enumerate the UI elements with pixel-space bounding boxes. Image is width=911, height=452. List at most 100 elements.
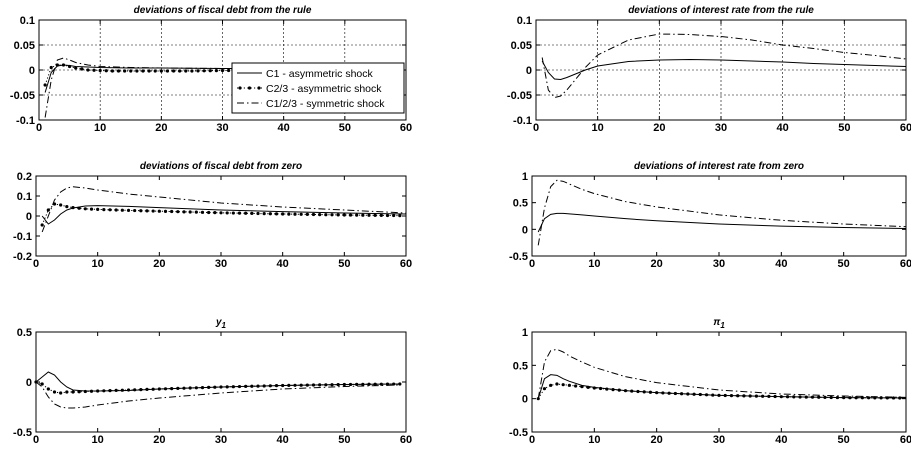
series-marker <box>65 205 69 209</box>
legend-label: C2/3 - asymmetric shock <box>266 83 382 95</box>
series-marker <box>96 389 100 393</box>
series-marker <box>823 395 827 399</box>
series-marker <box>71 390 75 394</box>
series-marker <box>686 392 690 396</box>
y-tick-label: 0 <box>522 394 528 406</box>
series-marker <box>250 211 254 215</box>
legend-box <box>231 62 405 114</box>
series-line-2 <box>537 179 906 246</box>
series-marker <box>74 66 78 70</box>
series-marker <box>342 382 346 387</box>
series-marker <box>717 393 721 397</box>
series-marker <box>123 69 127 73</box>
series-marker <box>281 212 285 216</box>
series-marker <box>854 396 858 400</box>
y-tick-label: 0 <box>522 224 528 236</box>
series-marker <box>157 387 161 391</box>
series-marker <box>324 213 328 217</box>
x-tick-label: 30 <box>713 434 725 446</box>
series-marker <box>126 388 131 392</box>
series-marker <box>225 211 229 215</box>
series-marker <box>268 212 272 216</box>
series-marker <box>190 69 194 73</box>
series-marker <box>723 393 727 398</box>
series-marker <box>153 69 157 73</box>
y-tick-label: -0.1 <box>13 231 32 243</box>
y-tick-label: -0.05 <box>507 90 532 102</box>
series-marker <box>208 69 212 73</box>
series-marker <box>748 394 752 398</box>
series-marker <box>274 212 279 216</box>
series-marker <box>611 388 615 392</box>
series-marker <box>336 383 340 387</box>
x-tick-label: 0 <box>529 434 535 446</box>
series-marker <box>102 208 106 212</box>
series-marker <box>188 386 192 390</box>
series-marker <box>729 394 734 398</box>
x-tick-label: 10 <box>588 258 600 270</box>
series-marker <box>139 388 143 392</box>
series-marker <box>623 389 628 393</box>
series-marker <box>636 389 640 394</box>
x-tick-label: 10 <box>92 258 104 270</box>
series-marker <box>145 209 149 213</box>
x-tick-label: 0 <box>529 258 535 270</box>
series-marker <box>835 395 840 400</box>
series-marker <box>680 392 684 396</box>
series-marker <box>59 391 63 395</box>
x-tick-label: 10 <box>94 122 106 134</box>
series-marker <box>231 211 235 215</box>
series-marker <box>77 206 81 210</box>
chart-title-main: π <box>713 317 721 328</box>
series-line-1 <box>41 205 406 225</box>
series-marker <box>256 211 260 216</box>
series-marker <box>367 382 371 386</box>
series-marker <box>398 214 402 218</box>
series-marker <box>549 383 553 387</box>
x-tick-label: 40 <box>277 434 289 446</box>
chart-3: 0 10 20 30 40 50 60 -0.2 -0.1 0 0.1 0.2 deviations o… <box>13 161 412 270</box>
series-marker <box>176 210 180 214</box>
x-tick-label: 0 <box>36 122 42 134</box>
series-marker <box>605 387 609 391</box>
series-marker <box>159 69 163 73</box>
x-tick-label: 20 <box>153 258 165 270</box>
series-line-1 <box>36 371 400 392</box>
series-marker <box>842 396 846 400</box>
series-marker <box>704 393 709 397</box>
x-tick-label: 40 <box>277 258 289 270</box>
x-tick-label: 0 <box>33 258 39 270</box>
x-tick-label: 60 <box>900 434 911 446</box>
series-marker <box>182 210 186 214</box>
series-marker <box>244 384 248 388</box>
series-marker <box>385 213 390 218</box>
series-marker <box>392 213 396 218</box>
series-marker <box>89 207 94 211</box>
series-marker <box>170 387 174 391</box>
y-tick-label: 0.5 <box>513 198 528 210</box>
series-marker <box>761 394 765 398</box>
series-marker <box>40 223 44 227</box>
series-marker <box>67 64 72 69</box>
x-tick-label: 60 <box>400 122 412 134</box>
series-marker <box>120 208 124 212</box>
series-marker <box>219 211 223 215</box>
y-tick-label: 0.5 <box>513 360 528 372</box>
axes-frame <box>531 331 907 433</box>
series-marker <box>237 384 242 389</box>
series-marker <box>129 69 133 73</box>
series-line-3 <box>36 381 400 409</box>
series-marker <box>92 68 96 72</box>
series-marker <box>617 388 621 392</box>
series-marker <box>848 396 852 400</box>
series-marker <box>779 395 783 399</box>
legend-label: C1 - asymmetric shock <box>266 68 374 80</box>
series-marker <box>202 69 206 73</box>
series-marker <box>311 383 316 387</box>
series-marker <box>250 384 254 388</box>
series-marker <box>114 208 118 212</box>
series-marker <box>83 207 87 211</box>
series-marker <box>110 69 114 73</box>
series-marker <box>133 388 137 392</box>
